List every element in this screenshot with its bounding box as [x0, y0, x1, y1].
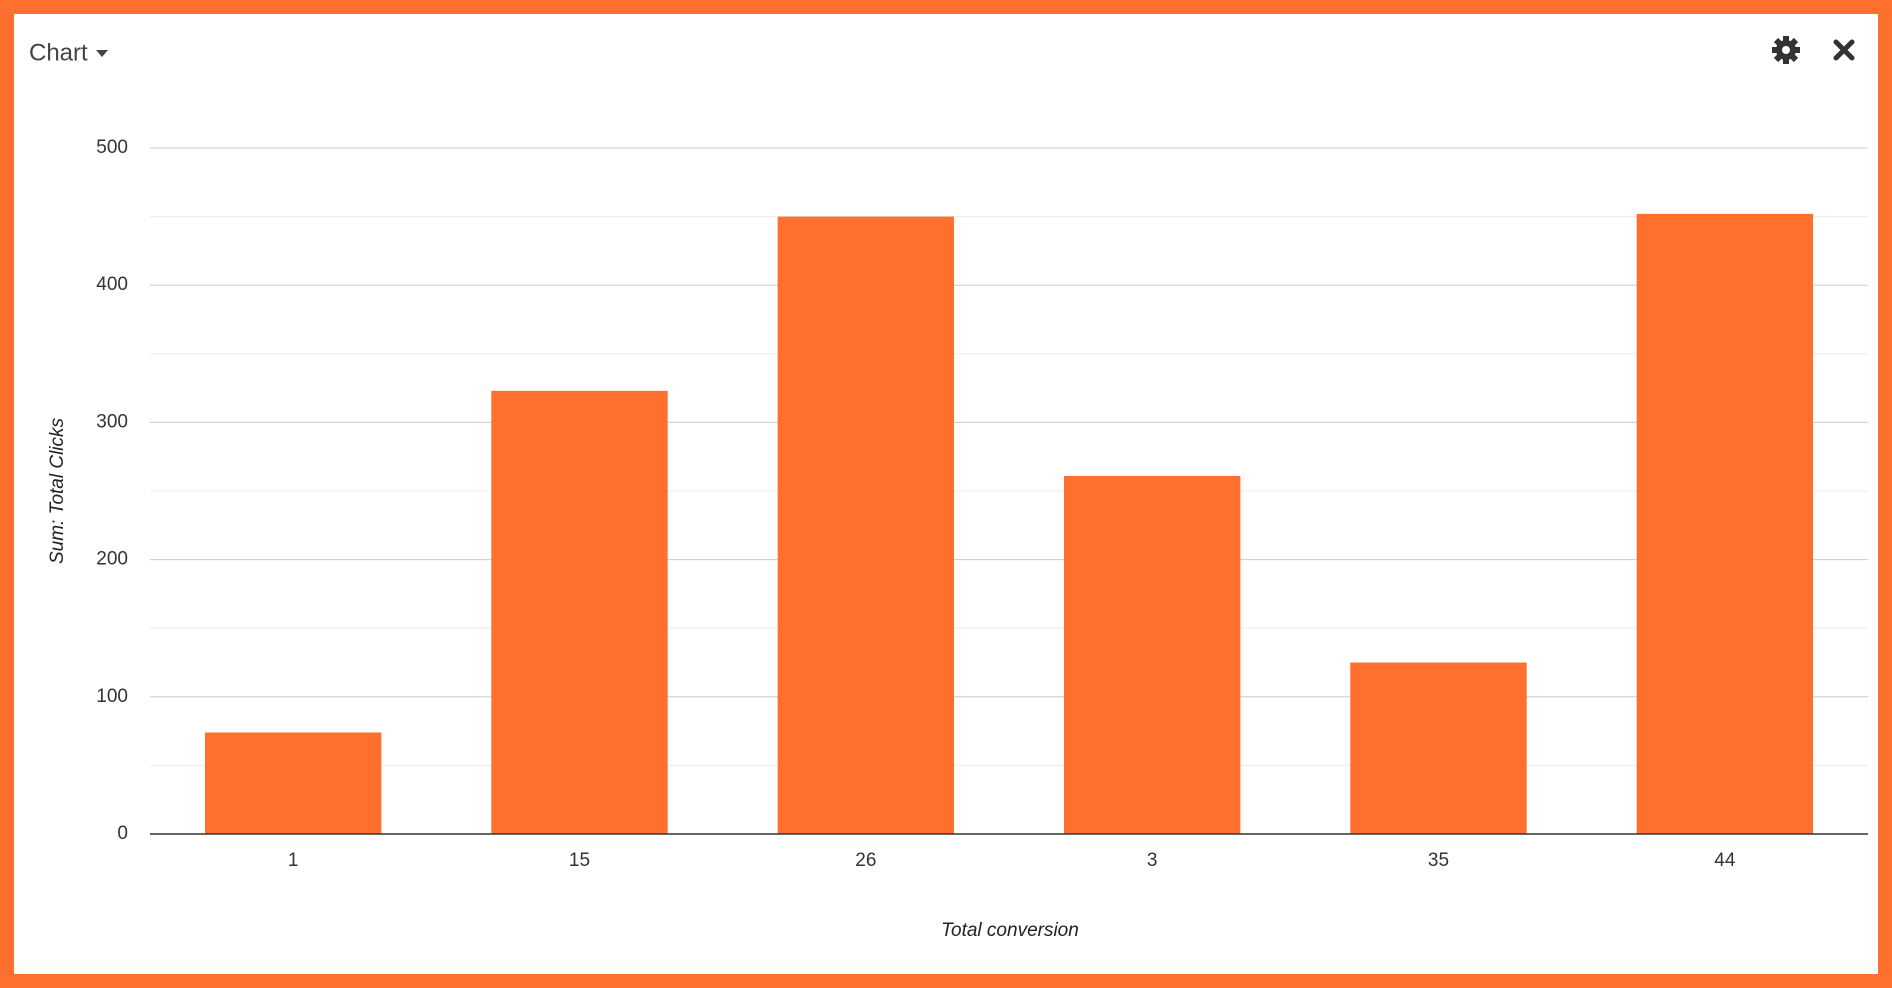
y-axis-title: Sum: Total Clicks — [47, 417, 68, 564]
close-button[interactable] — [1833, 39, 1855, 61]
x-tick-label: 44 — [1714, 850, 1736, 871]
y-tick-label: 500 — [96, 137, 128, 158]
y-tick-label: 0 — [117, 823, 128, 844]
x-tick-label: 3 — [1147, 850, 1158, 871]
x-tick-label: 1 — [288, 850, 299, 871]
menu-label[interactable]: Chart — [29, 39, 88, 66]
bar — [1063, 475, 1241, 834]
chart-menu[interactable]: Chart — [29, 39, 108, 66]
bar — [204, 732, 382, 834]
bar — [1350, 662, 1527, 834]
settings-button[interactable] — [1772, 36, 1800, 64]
x-tick-label: 35 — [1428, 850, 1449, 871]
gear-hole[interactable] — [1782, 46, 1790, 54]
bar — [777, 216, 955, 835]
dropdown-caret[interactable] — [96, 50, 108, 57]
x-tick-label: 15 — [569, 850, 590, 871]
y-tick-label: 400 — [96, 274, 128, 295]
y-tick-label: 300 — [96, 411, 128, 432]
y-tick-label: 200 — [96, 549, 128, 570]
bar — [1636, 213, 1814, 834]
x-tick-label: 26 — [855, 850, 876, 871]
x-axis-title: Total conversion — [941, 920, 1079, 941]
bar — [491, 390, 668, 834]
y-tick-label: 100 — [96, 686, 128, 707]
